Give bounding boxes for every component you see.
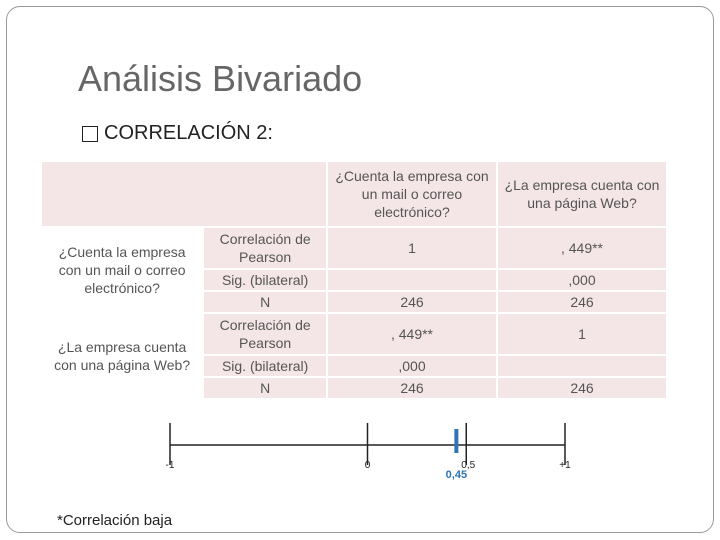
- value-cell: , 449**: [328, 314, 496, 354]
- stat-label: Correlación de Pearson: [204, 228, 326, 268]
- value-cell: 1: [498, 314, 666, 354]
- table-row: Sig. (bilateral) ,000: [42, 270, 666, 290]
- scale: -1 0 0,5 +1 0,45: [166, 423, 571, 481]
- table-row: Sig. (bilateral) ,000: [42, 356, 666, 376]
- tick-label: 0,5: [461, 460, 475, 471]
- stat-label: N: [204, 378, 326, 398]
- stat-label: Sig. (bilateral): [204, 356, 326, 376]
- value-cell: 246: [498, 378, 666, 398]
- marker-label: 0,45: [446, 469, 467, 481]
- value-cell: ,000: [498, 270, 666, 290]
- tick-label: 0: [365, 460, 371, 471]
- tick-label: -1: [166, 460, 175, 471]
- table-row: ¿Cuenta la empresa con un mail o correo …: [42, 228, 666, 312]
- table-row: ¿La empresa cuenta con una página Web? Co…: [42, 314, 666, 398]
- correlation-table: ¿Cuenta la empresa con un mail o correo …: [40, 160, 668, 400]
- group-label: ¿Cuenta la empresa con un mail o correo …: [42, 228, 203, 312]
- corner-cell: [42, 162, 326, 226]
- slide-title: Análisis Bivariado: [78, 58, 363, 99]
- bullet-text: CORRELACIÓN 2:: [104, 122, 273, 144]
- value-cell: 246: [328, 378, 496, 398]
- value-cell: [498, 356, 666, 376]
- stat-label: N: [204, 292, 326, 312]
- group-label: ¿La empresa cuenta con una página Web?: [42, 314, 203, 398]
- stat-label: Correlación de Pearson: [204, 314, 326, 354]
- table-row: N 246 246: [42, 292, 666, 312]
- note: *Correlación baja: [57, 512, 173, 529]
- value-cell: 246: [328, 292, 496, 312]
- column-header: ¿La empresa cuenta con una página Web?: [498, 162, 666, 226]
- value-cell: ,000: [328, 356, 496, 376]
- tick-label: +1: [559, 460, 571, 471]
- stat-label: Sig. (bilateral): [204, 270, 326, 290]
- table-row: N 246 246: [42, 378, 666, 398]
- value-cell: 246: [498, 292, 666, 312]
- value-cell: 1: [328, 228, 496, 268]
- slide: [6, 6, 714, 533]
- value-cell: , 449**: [498, 228, 666, 268]
- value-cell: [328, 270, 496, 290]
- bullet-box: [82, 125, 98, 142]
- header-row: ¿Cuenta la empresa con un mail o correo …: [42, 162, 666, 226]
- bullet: CORRELACIÓN 2:: [82, 122, 273, 145]
- column-header: ¿Cuenta la empresa con un mail o correo …: [328, 162, 496, 226]
